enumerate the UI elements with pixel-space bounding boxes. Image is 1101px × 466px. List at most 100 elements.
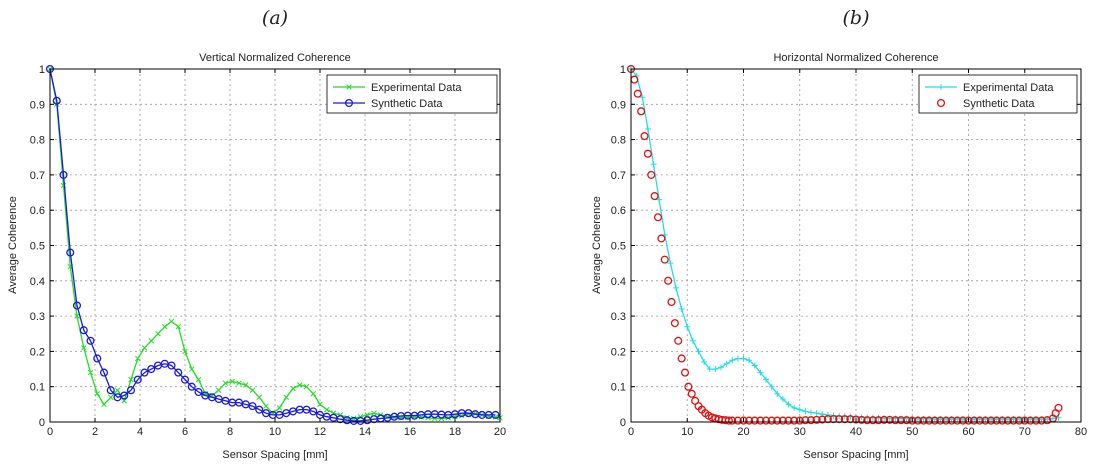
plot-0-ytick-label: 0.4 bbox=[30, 276, 45, 288]
plot-1-series-1-point bbox=[823, 415, 832, 424]
plot-1-series-1-point bbox=[930, 416, 939, 425]
panel-b-xlabel: Sensor Spacing [mm] bbox=[803, 449, 908, 461]
plot-0-series-1-point bbox=[93, 354, 102, 363]
plot-1-series-0-point bbox=[734, 355, 741, 362]
plot-0-series-1-point bbox=[72, 301, 82, 310]
plot-0-series-0-point bbox=[134, 355, 141, 362]
plot-1-series-1-point bbox=[970, 416, 979, 425]
plot-1-series-1-point bbox=[687, 389, 696, 398]
plot-0-xtick-label: 8 bbox=[227, 426, 233, 438]
plot-1-series-1-point bbox=[818, 415, 827, 424]
plot-1-series-1-point bbox=[657, 234, 666, 243]
plot-0-series-0-point bbox=[256, 394, 263, 401]
plot-0-ytick-label: 0.1 bbox=[30, 382, 45, 394]
plot-1-xtick-label: 10 bbox=[681, 426, 693, 438]
plot-1-series-0-point bbox=[774, 390, 781, 397]
plot-1-series-0-point bbox=[751, 362, 758, 369]
plot-0-ytick-label: 1 bbox=[39, 64, 45, 76]
plot-0-series-1-point bbox=[248, 402, 257, 411]
panel-a-label: (a) bbox=[262, 7, 288, 29]
plot-1-series-0-point bbox=[718, 364, 724, 371]
plot-0-series-1-point bbox=[309, 407, 318, 416]
plot-1-series-1-point bbox=[643, 149, 652, 158]
plot-0-series-0-point bbox=[94, 391, 101, 397]
plot-1-series-1-point bbox=[998, 416, 1007, 425]
plot-1-series-1-point bbox=[724, 416, 733, 425]
panel-b-title: Horizontal Normalized Coherence bbox=[773, 52, 938, 64]
plot-0-series-0-point bbox=[80, 345, 87, 351]
plot-1-series-1-point bbox=[667, 297, 676, 307]
plot-0-series-0-point bbox=[452, 413, 458, 420]
plot-0-legend-swatch-marker bbox=[346, 84, 352, 90]
plot-0-series-0-point bbox=[141, 345, 148, 351]
plot-1-series-0-point bbox=[695, 348, 702, 355]
plot-0-xtick-label: 10 bbox=[269, 426, 281, 438]
plot-1-series-1-point bbox=[829, 415, 838, 424]
plot-1-series-0-point bbox=[802, 408, 809, 415]
plot-1-series-1-point bbox=[733, 416, 742, 425]
plot-1-xtick-label: 50 bbox=[906, 426, 918, 438]
plot-0-series-1-point bbox=[99, 368, 109, 377]
plot-0-series-1-point bbox=[187, 382, 196, 391]
plot-1-series-1-point bbox=[953, 416, 962, 425]
plot-1-series-1-point bbox=[913, 416, 922, 425]
plot-1-series-1-point bbox=[784, 416, 793, 425]
plot-0-xtick-label: 14 bbox=[359, 426, 371, 438]
plot-0-ytick-label: 0.7 bbox=[30, 170, 45, 182]
plot-0-series-0-point bbox=[107, 394, 114, 401]
plot-0-series-0-point bbox=[283, 394, 290, 401]
plot-1-series-0-point bbox=[746, 357, 753, 364]
plot-1-series-0-point bbox=[639, 94, 646, 101]
plot-1-series-1-point bbox=[958, 416, 967, 425]
plot-0-ytick-label: 0.3 bbox=[30, 311, 45, 323]
plot-1-series-1-point bbox=[637, 107, 646, 116]
plot-0-legend-box bbox=[326, 74, 498, 114]
plot-0-legend-entry: Synthetic Data bbox=[371, 98, 443, 110]
plot-1-series-1-point bbox=[846, 415, 855, 424]
plot-1-series-0-point bbox=[656, 196, 663, 203]
plot-1-series-1-point bbox=[964, 416, 973, 425]
plot-0-xtick-label: 12 bbox=[314, 426, 326, 438]
plot-1-legend-swatch-marker bbox=[938, 84, 944, 90]
plot-1-series-1-point bbox=[880, 415, 889, 424]
plot-0-xtick-label: 6 bbox=[182, 426, 188, 438]
plot-1-series-1-point bbox=[919, 416, 928, 425]
plot-1: 0 10 20 30 40 50 60 70 80 0 0.1 0.2 0.3 0.4 0.5 0.6 0.7 0… bbox=[611, 64, 1087, 438]
plot-0-series-0-point bbox=[215, 387, 222, 393]
plot-1-series-1-point bbox=[885, 415, 894, 424]
plot-0-legend-swatch-marker bbox=[344, 98, 354, 108]
plot-1-ytick-label: 0.1 bbox=[611, 382, 626, 394]
plot-0-xtick-label: 4 bbox=[137, 426, 143, 438]
plot-1-series-0-point bbox=[678, 306, 685, 313]
plot-0-series-0-point bbox=[195, 376, 202, 383]
plot-1-series-1-point bbox=[936, 416, 945, 425]
plot-0-legend: Experimental Data Synthetic Data bbox=[326, 74, 498, 114]
plot-0-series-1-point bbox=[174, 368, 183, 377]
plot-1-series-0-point bbox=[785, 401, 792, 408]
plot-0-series-1-point bbox=[86, 336, 95, 345]
plot-1-ytick-label: 0.8 bbox=[611, 135, 626, 147]
plot-1-ytick-label: 0 bbox=[620, 417, 626, 429]
plot-0-series-0-point bbox=[229, 378, 236, 385]
plot-0-series-0-point bbox=[249, 387, 256, 393]
plot-0-series-1-point bbox=[79, 326, 88, 335]
plot-1-series-0-point bbox=[740, 355, 747, 362]
plot-1-series-1-point bbox=[1020, 416, 1029, 425]
plot-1-series-1-point bbox=[851, 415, 861, 424]
plot-1-series-0-point bbox=[791, 404, 798, 411]
plot-0-series-0-point bbox=[222, 380, 229, 386]
plot-1-ytick-label: 0.3 bbox=[611, 311, 626, 323]
plot-1-series-1-point bbox=[902, 416, 911, 425]
plot-0-ytick-label: 0 bbox=[39, 417, 45, 429]
plot-1-series-1-point bbox=[925, 416, 934, 425]
plot-1-series-1-point bbox=[750, 416, 759, 425]
plot-1-series-0-point bbox=[650, 161, 657, 168]
plot-1-series-1-point bbox=[1031, 416, 1041, 425]
plot-1-series-1-point bbox=[728, 416, 737, 425]
plot-0-series-0-point bbox=[128, 376, 134, 383]
plot-0-series-0-point bbox=[290, 385, 296, 392]
plot-0-ytick-label: 0.2 bbox=[30, 346, 45, 358]
plot-1-series-1-point bbox=[640, 132, 649, 141]
panel-a-title: Vertical Normalized Coherence bbox=[199, 52, 351, 64]
plot-1-series-1-point bbox=[674, 336, 683, 345]
